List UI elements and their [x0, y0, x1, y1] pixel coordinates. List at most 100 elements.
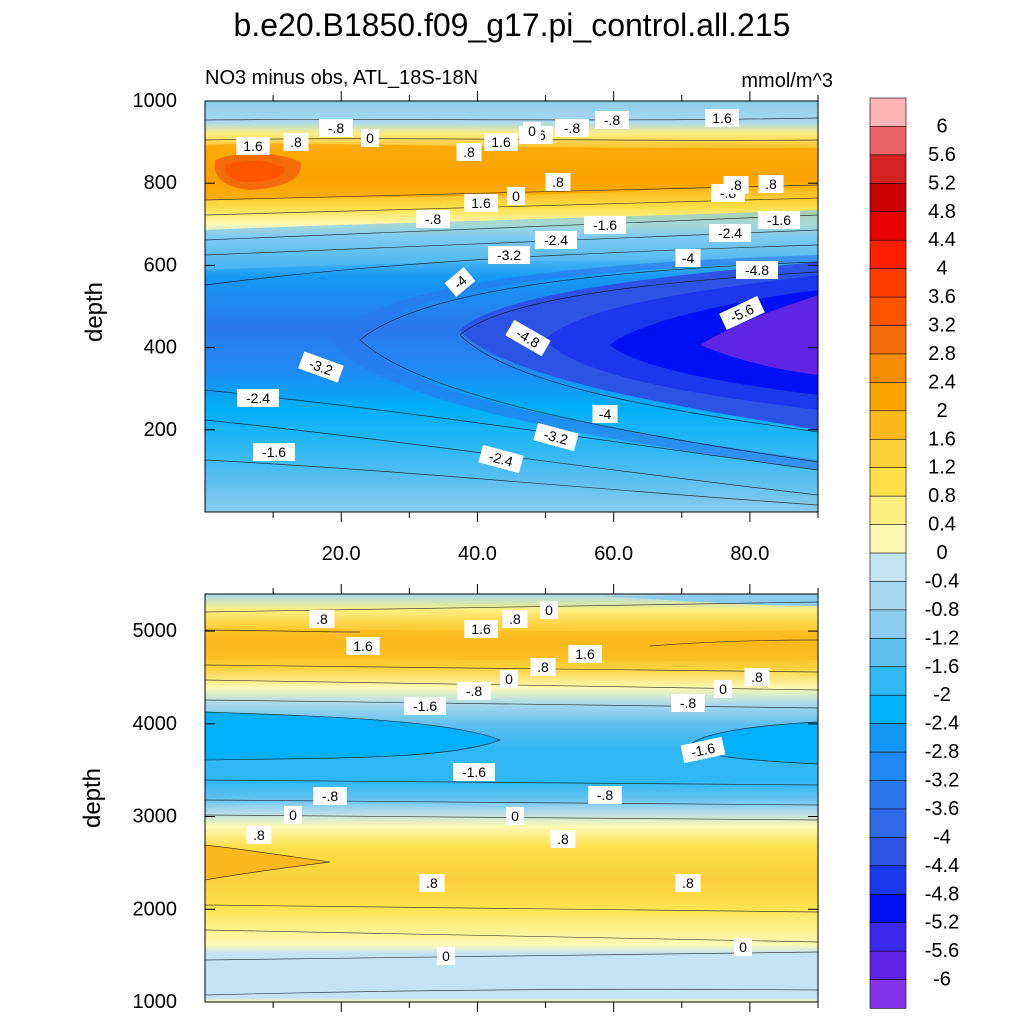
lower-ylabel: depth: [79, 768, 106, 828]
contour-label: 1.6: [236, 137, 270, 155]
lower-ytick-label: 5000: [133, 620, 178, 642]
contour-label-text: -.8: [425, 211, 442, 227]
contour-label: 0: [540, 601, 558, 619]
colorbar-swatch: [869, 780, 907, 810]
lower-warm-tongue: [205, 845, 330, 880]
contour-label-bg: [236, 137, 270, 155]
colorbar-label: -1.6: [925, 656, 959, 678]
contour-label-bg: [530, 658, 556, 676]
colorbar-label: -3.6: [925, 798, 959, 820]
colorbar-swatch: [869, 524, 907, 554]
lower-x-ticks: [272, 584, 819, 1012]
contour-label: 0: [361, 129, 379, 147]
contour-label: 1.6: [346, 637, 380, 655]
chart-title: b.e20.B1850.f09_g17.pi_control.all.215: [234, 7, 791, 43]
colorbar-swatch: [869, 893, 907, 924]
contour-label: .8: [723, 176, 749, 194]
contour-label: -.8: [588, 786, 622, 804]
contour-label-text: -1.6: [262, 444, 286, 460]
contour-label-bg: [505, 319, 551, 357]
colorbar-swatch: [869, 751, 907, 782]
contour-label-text: -2.4: [246, 390, 270, 406]
upper-warm-core: [205, 143, 818, 200]
contour-label-bg: [719, 295, 765, 331]
contour-label: -4: [592, 405, 618, 423]
colorbar-label: 2.8: [928, 343, 956, 365]
contour-label: .8: [550, 830, 576, 848]
contour-label-bg: [550, 830, 576, 848]
colorbar-label: 1.6: [928, 428, 956, 450]
colorbar-label: -4.4: [925, 855, 959, 877]
contour-label-text: 0: [505, 671, 513, 687]
contour-label-text: -2.4: [487, 448, 515, 470]
contour-label: -2.4: [237, 389, 279, 407]
contour-label-text: 1.6: [471, 195, 491, 211]
colorbar-swatch: [869, 239, 907, 270]
contour-label: -.8: [313, 787, 347, 805]
colorbar-swatch: [869, 410, 907, 440]
contour-label-text: -1.6: [413, 698, 437, 714]
contour-label-text: -1.6: [593, 217, 617, 233]
colorbar-swatch: [869, 268, 907, 298]
lower-ytick-label: 1000: [133, 991, 178, 1013]
contour-label-bg: [588, 786, 622, 804]
lower-ytick-label: 2000: [133, 898, 178, 920]
contour-label: -1.6: [758, 211, 800, 229]
contour-label-bg: [545, 173, 571, 191]
contour-label-bg: [437, 947, 455, 965]
upper-xtick-label: 80.0: [730, 543, 769, 565]
upper-contour-11: [205, 459, 818, 506]
contour-label-bg: [555, 119, 589, 137]
contour-label-text: 1.6: [712, 110, 732, 126]
contour-label-bg: [444, 267, 476, 297]
contour-label: -1.6: [404, 697, 446, 715]
contour-label-text: .8: [463, 144, 475, 160]
lower-ytick-label: 4000: [133, 713, 178, 735]
upper-contour-9: [459, 271, 818, 433]
colorbar-swatch: [869, 581, 907, 611]
lower-contour-2: [205, 629, 361, 633]
colorbar-label: 0: [936, 542, 947, 564]
colorbar-swatch: [869, 183, 907, 213]
contour-label-text: -1.6: [462, 764, 486, 780]
contour-label-text: -.8: [597, 787, 614, 803]
contour-label: -.8: [595, 111, 629, 129]
contour-label-bg: [284, 806, 302, 824]
contour-label-text: .8: [426, 875, 438, 891]
upper-ytick-label: 1000: [133, 90, 178, 112]
contour-label-bg: [237, 389, 279, 407]
contour-label: .8: [758, 175, 784, 193]
contour-label-text: 1.6: [353, 638, 373, 654]
contour-label-text: .8: [316, 611, 328, 627]
upper-hot-core: [224, 160, 285, 183]
colorbar-label: -2.4: [925, 713, 959, 735]
colorbar-swatch: [869, 922, 907, 952]
contour-label-bg: [457, 682, 491, 700]
colorbar-swatch: [869, 694, 907, 725]
contour-label-bg: [506, 807, 524, 825]
colorbar-swatch: [869, 950, 907, 981]
contour-label-bg: [523, 122, 541, 140]
colorbar-label: 3.6: [928, 286, 956, 308]
colorbar-swatch: [869, 666, 907, 696]
colorbar-swatch: [869, 353, 907, 384]
lower-contour-16: [205, 988, 818, 996]
contour-label-bg: [346, 637, 380, 655]
contour-label: .8: [545, 173, 571, 191]
lower-frame: [204, 593, 819, 1003]
lower-contour-labels: .8 .8 0 1.6 1.6 1.6 .8 0 -.8 -1.6 -.8 0 .8 -1.6 -1.6 -.…: [246, 601, 770, 965]
contour-label: 1.6: [484, 133, 518, 151]
colorbar-swatch: [869, 438, 907, 469]
colorbar-label: -5.2: [925, 912, 959, 934]
contour-label: 0: [714, 680, 732, 698]
contour-label-text: 1.6: [491, 134, 511, 150]
colorbar-label: 2.4: [928, 371, 956, 393]
upper-xtick-label: 60.0: [594, 543, 633, 565]
contour-label-bg: [283, 133, 309, 151]
contour-label: -.8: [457, 682, 491, 700]
contour-label: .8: [675, 874, 701, 892]
colorbar-swatch: [869, 979, 907, 1009]
colorbar-label: -1.2: [925, 627, 959, 649]
upper-contour-labels: .8-.801.6-.8-.8-.81.6.81.6.801.6.8-.8-1.…: [236, 109, 800, 474]
